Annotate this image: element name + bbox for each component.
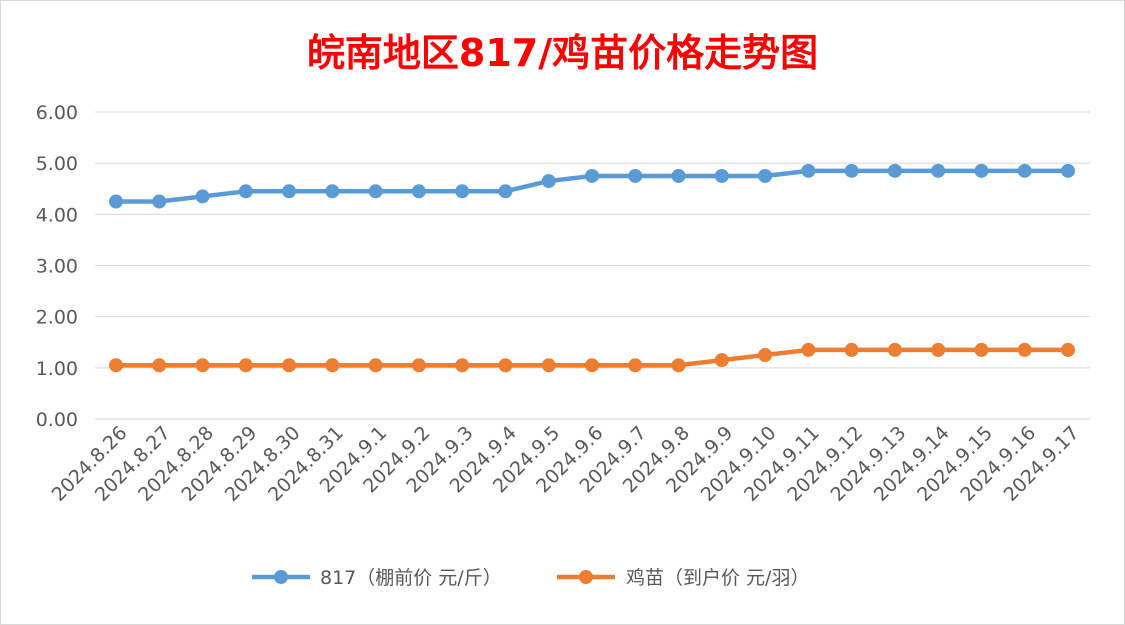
data-point-s0-18 <box>887 163 902 178</box>
data-point-s1-5 <box>325 358 340 373</box>
data-point-s0-11 <box>585 168 599 183</box>
data-point-s0-7 <box>411 184 426 199</box>
data-point-s1-10 <box>541 358 556 373</box>
data-point-s1-2 <box>195 358 210 373</box>
data-point-s0-8 <box>455 184 470 199</box>
y-tick-label: 3.00 <box>36 256 78 278</box>
data-point-s0-2 <box>195 189 210 204</box>
data-point-s1-15 <box>758 348 773 363</box>
x-axis-ticks: 2024.8.262024.8.272024.8.282024.8.292024… <box>48 422 1084 506</box>
y-tick-label: 4.00 <box>36 204 78 226</box>
data-point-s0-14 <box>714 168 729 183</box>
data-point-s1-4 <box>282 358 297 373</box>
data-point-s0-5 <box>325 184 340 199</box>
legend: 817（棚前价 元/斤） 鸡苗（到户价 元/羽） <box>252 567 809 589</box>
data-point-s1-18 <box>887 342 902 357</box>
data-point-s1-9 <box>498 358 513 373</box>
data-point-s1-16 <box>801 342 816 357</box>
data-point-s0-6 <box>368 184 383 199</box>
data-point-s1-12 <box>628 358 643 373</box>
data-point-s1-1 <box>152 358 167 373</box>
data-point-s1-20 <box>974 342 989 357</box>
data-point-s1-21 <box>1017 342 1032 357</box>
data-point-s0-17 <box>844 163 859 178</box>
chart-title: 皖南地区817/鸡苗价格走势图 <box>306 31 819 75</box>
data-point-s0-22 <box>1061 163 1075 178</box>
data-point-s1-11 <box>585 358 599 373</box>
data-point-s0-16 <box>801 163 816 178</box>
series-layer <box>109 163 1075 373</box>
y-tick-label: 6.00 <box>36 102 78 124</box>
data-point-s1-7 <box>411 358 426 373</box>
data-point-s1-6 <box>368 358 383 373</box>
data-point-s0-9 <box>498 184 513 199</box>
data-point-s0-13 <box>671 168 686 183</box>
data-point-s0-0 <box>109 194 123 209</box>
data-point-s1-8 <box>455 358 470 373</box>
data-point-s0-19 <box>931 163 946 178</box>
y-tick-label: 0.00 <box>36 409 78 431</box>
y-axis-ticks: 0.00 1.00 2.00 3.00 4.00 5.00 6.00 <box>36 102 78 431</box>
y-tick-label: 5.00 <box>36 153 78 175</box>
y-tick-label: 1.00 <box>36 358 78 380</box>
data-point-s0-12 <box>628 168 643 183</box>
legend-label-1: 鸡苗（到户价 元/羽） <box>626 567 809 589</box>
data-point-s0-10 <box>541 174 556 189</box>
data-point-s1-14 <box>714 353 729 368</box>
legend-swatch-marker-0 <box>274 570 288 584</box>
data-point-s1-0 <box>109 358 123 373</box>
data-point-s1-19 <box>931 342 946 357</box>
data-point-s0-3 <box>238 184 253 199</box>
data-point-s0-20 <box>974 163 989 178</box>
y-tick-label: 2.00 <box>36 307 78 329</box>
data-point-s1-17 <box>844 342 859 357</box>
legend-label-0: 817（棚前价 元/斤） <box>320 567 502 589</box>
data-point-s1-3 <box>238 358 253 373</box>
data-point-s1-22 <box>1061 342 1075 357</box>
data-point-s0-1 <box>152 194 167 209</box>
gridlines <box>95 111 1090 420</box>
data-point-s0-21 <box>1017 163 1032 178</box>
data-point-s0-15 <box>758 168 773 183</box>
legend-swatch-marker-1 <box>579 570 593 584</box>
data-point-s0-4 <box>282 184 297 199</box>
data-point-s1-13 <box>671 358 686 373</box>
